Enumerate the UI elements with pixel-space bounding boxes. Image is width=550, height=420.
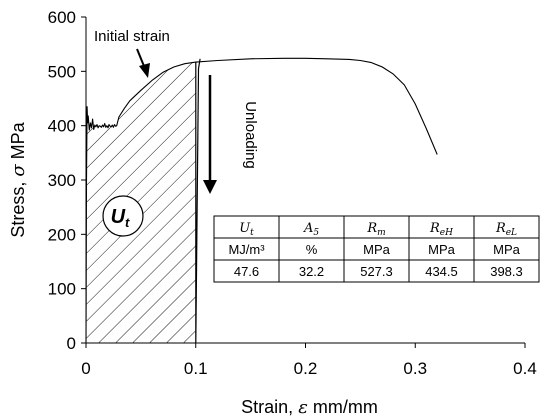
annotation-unloading: Unloading	[242, 101, 259, 169]
table-header-cell: ReL	[495, 221, 517, 238]
table-header-cell: Rm	[366, 221, 385, 238]
table-value-cell: 47.6	[234, 264, 259, 279]
table-unit-cell: MPa	[428, 242, 456, 257]
table-header-cell: ReH	[429, 221, 453, 238]
stress-strain-curve	[85, 57, 438, 344]
table-unit-cell: %	[306, 242, 318, 257]
ut-label: Ut	[111, 206, 130, 230]
unloading-arrowhead	[203, 180, 217, 194]
x-tick-label: 0	[81, 359, 90, 378]
y-axis-title: Stress, σ MPa	[8, 121, 29, 237]
table-value-cell: 398.3	[490, 264, 523, 279]
x-tick-label: 0.3	[403, 359, 427, 378]
hatched-energy-region	[86, 62, 196, 343]
table-value-cell: 434.5	[425, 264, 458, 279]
y-tick-label: 600	[48, 8, 76, 27]
y-tick-label: 400	[48, 117, 76, 136]
table-header-cell: A5	[303, 221, 319, 238]
y-tick-label: 100	[48, 280, 76, 299]
table-unit-cell: MJ/m³	[228, 242, 265, 257]
y-tick-label: 500	[48, 62, 76, 81]
table-value-cell: 527.3	[360, 264, 393, 279]
x-axis-title: Strain, ε mm/mm	[241, 397, 378, 418]
table-unit-cell: MPa	[363, 242, 391, 257]
ut-circle	[102, 195, 144, 237]
annotation-initial-strain: Initial strain	[94, 28, 170, 45]
y-tick-label: 200	[48, 225, 76, 244]
properties-table	[213, 215, 540, 283]
x-tick-label: 0.2	[294, 359, 318, 378]
x-tick-label: 0.1	[184, 359, 208, 378]
initial-strain-arrowhead	[139, 63, 150, 78]
table-value-cell: 32.2	[299, 264, 324, 279]
x-tick-label: 0.4	[513, 359, 537, 378]
unloading-line	[195, 58, 201, 344]
y-tick-label: 0	[67, 334, 76, 353]
table-header-cell: Ut	[239, 221, 254, 238]
y-tick-label: 300	[48, 171, 76, 190]
table-unit-cell: MPa	[493, 242, 521, 257]
